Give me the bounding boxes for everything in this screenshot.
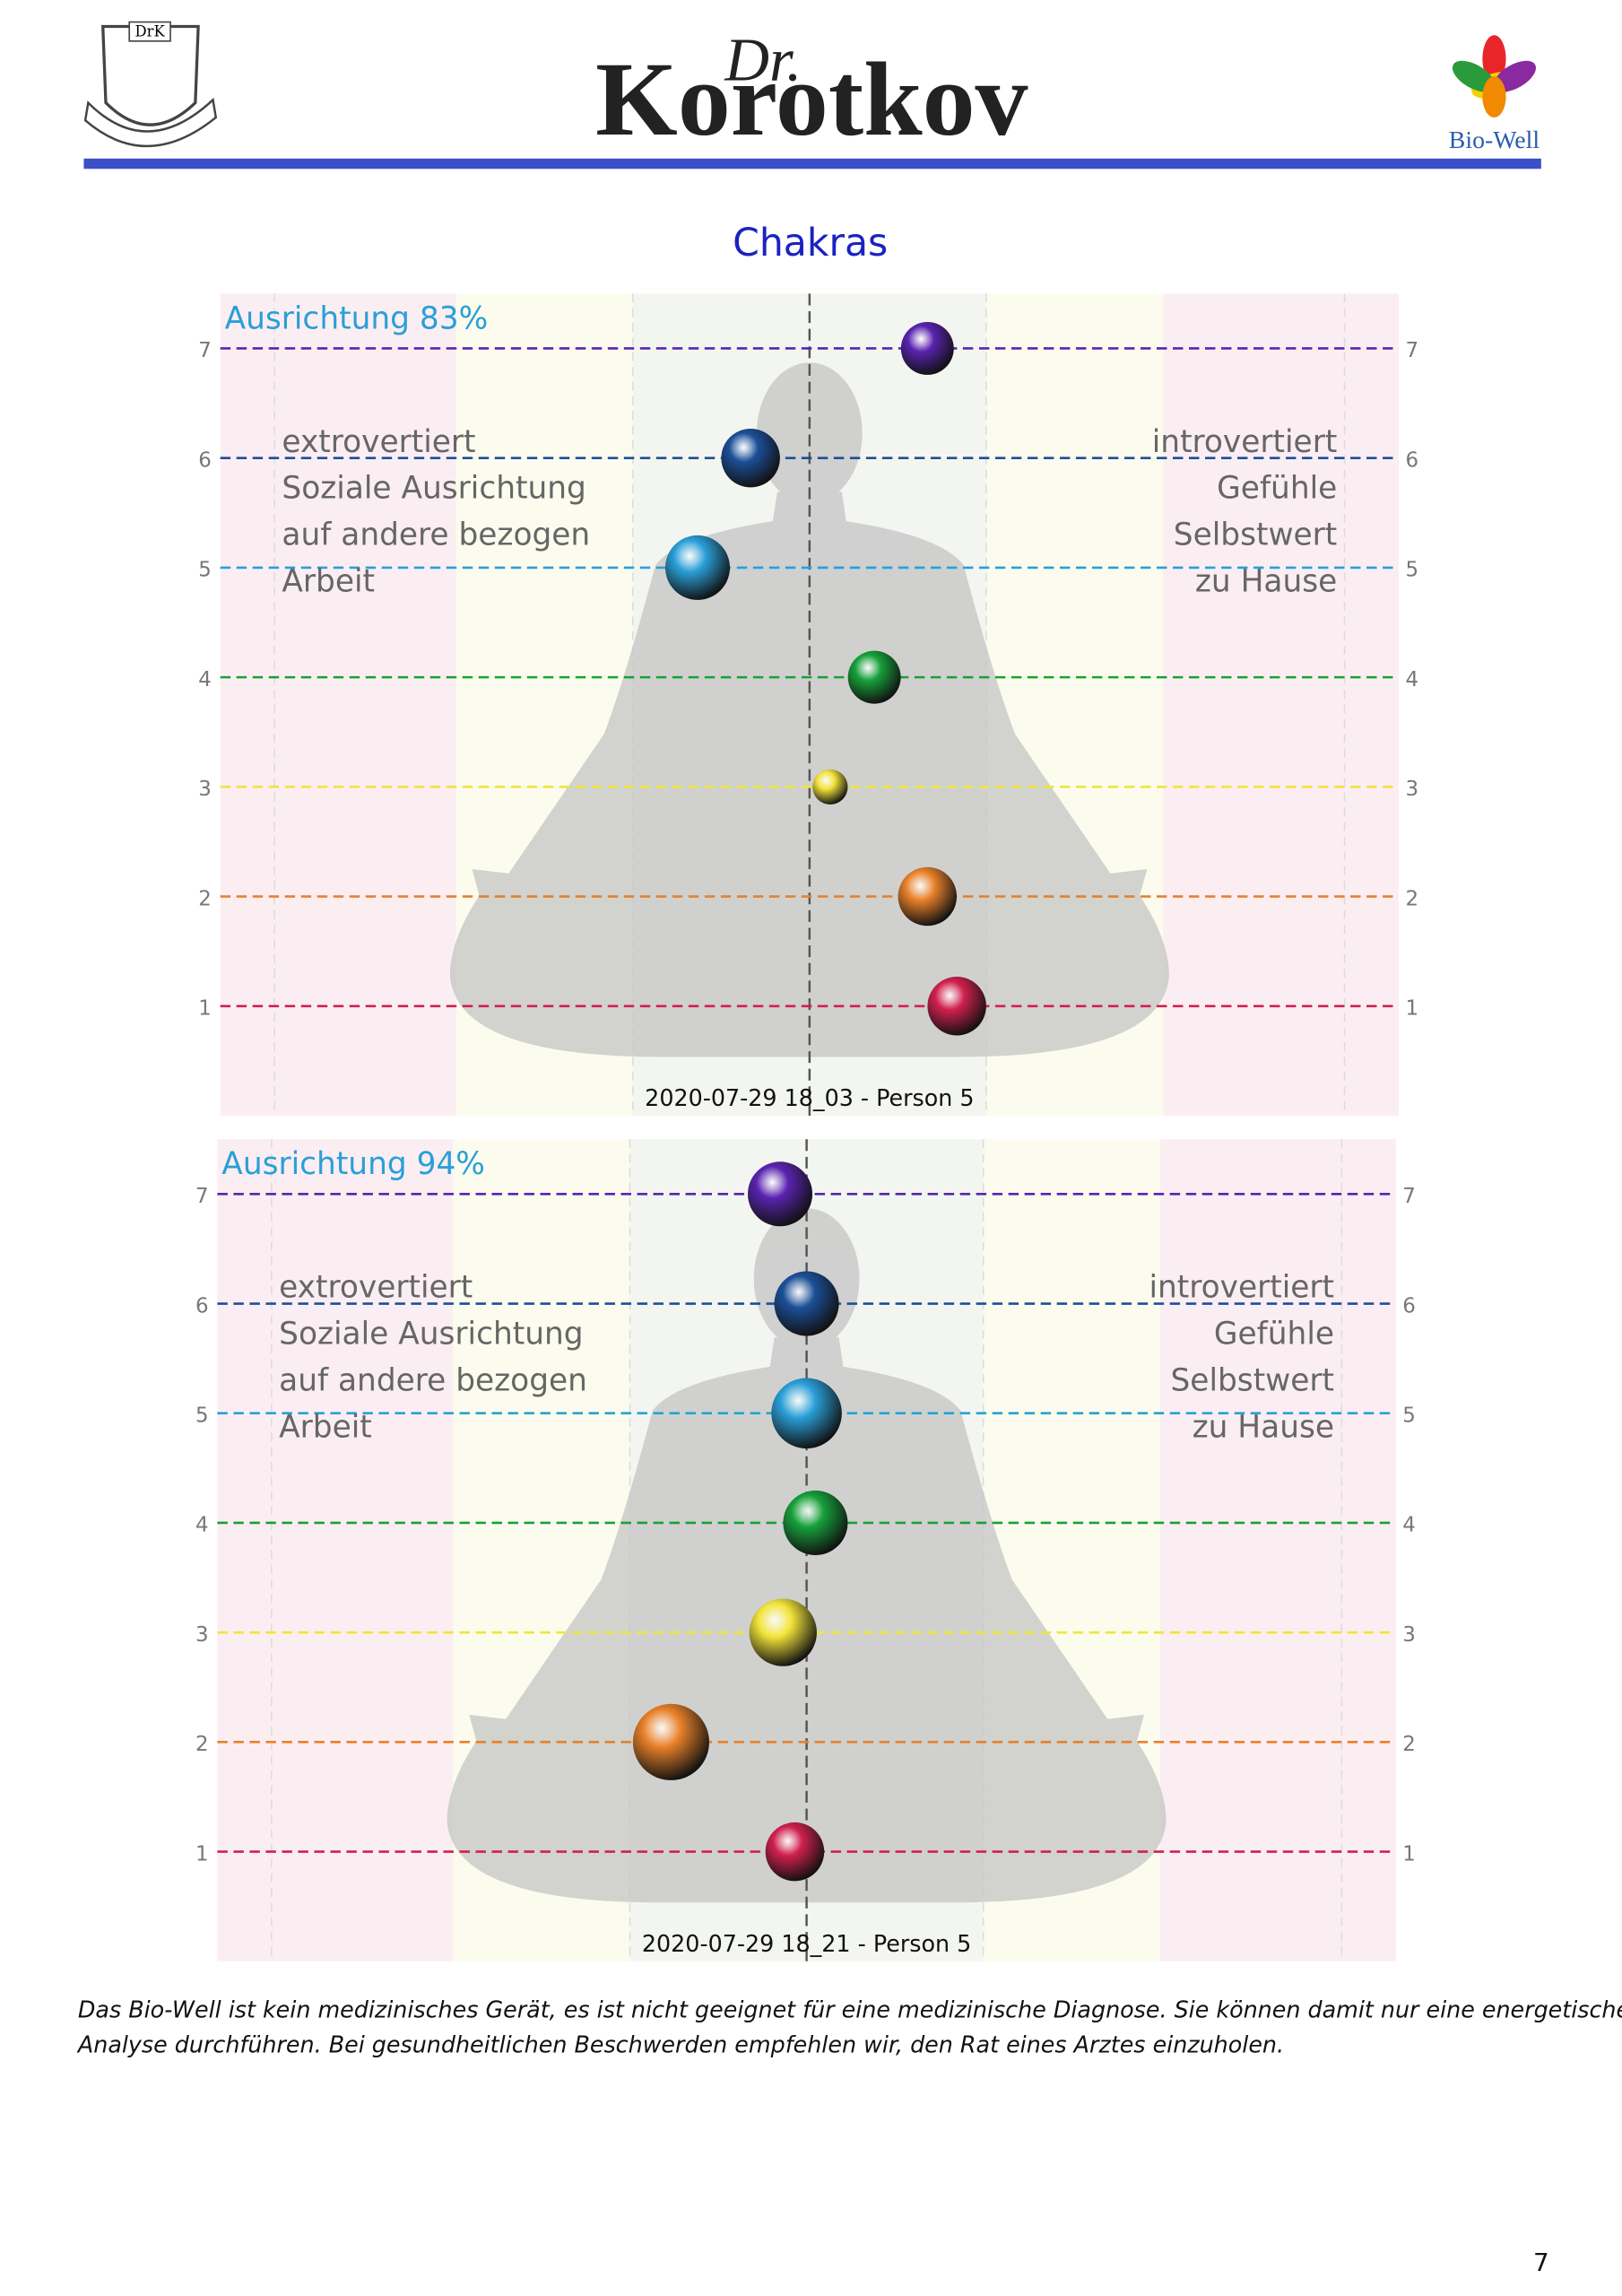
right-label: Selbstwert (1170, 1362, 1334, 1398)
y-tick-label: 3 (1405, 778, 1418, 801)
right-label: Selbstwert (1174, 517, 1338, 553)
chakra-ball (771, 1378, 842, 1449)
right-label: zu Hause (1193, 1409, 1334, 1445)
header-bar (83, 158, 1541, 170)
y-tick-label: 7 (198, 339, 212, 362)
chakra-ball (664, 535, 731, 600)
chakra-ball (748, 1161, 813, 1227)
zone (220, 293, 456, 1116)
y-tick-label: 1 (1405, 997, 1418, 1021)
chakra-ball (765, 1822, 825, 1882)
crest-ribbon (83, 97, 218, 148)
left-label: Soziale Ausrichtung (279, 1317, 583, 1352)
left-label: extrovertiert (282, 424, 475, 460)
y-tick-label: 4 (1405, 668, 1418, 691)
y-tick-label: 7 (1405, 339, 1418, 362)
chart-title: Ausrichtung 94% (221, 1146, 485, 1182)
bio-well-flower (1452, 35, 1536, 117)
caption: 2020-07-29 18_21 - Person 5 (642, 1930, 971, 1957)
y-tick-label: 7 (195, 1185, 209, 1208)
y-tick-label: 3 (1402, 1623, 1416, 1647)
chakra-ball (774, 1271, 839, 1336)
y-tick-label: 5 (198, 559, 212, 582)
chakra-ball (847, 650, 901, 704)
left-label: extrovertiert (279, 1270, 473, 1306)
y-tick-label: 2 (1405, 887, 1418, 910)
y-tick-label: 5 (1402, 1404, 1416, 1427)
y-tick-label: 1 (1402, 1842, 1416, 1866)
chart: 1 1 2 2 3 3 4 4 5 5 6 6 7 7 Ausrichtung 94% extrovertie… (195, 1139, 1416, 1961)
y-tick-label: 3 (198, 778, 212, 801)
header: DrK Dr. Korotkov Bio-Well (83, 21, 1541, 170)
logo-name: Korotkov (595, 41, 1028, 158)
chart-title: Ausrichtung 83% (225, 300, 489, 336)
silhouette-head (756, 362, 863, 504)
left-label: auf andere bezogen (282, 517, 590, 553)
y-tick-label: 6 (1402, 1294, 1416, 1318)
crest-label-box (128, 21, 171, 42)
right-label: introvertiert (1149, 1270, 1334, 1306)
zone (1163, 293, 1400, 1116)
disclaimer: Das Bio-Well ist kein medizinisches Gerä… (78, 1996, 1622, 2022)
y-tick-label: 6 (198, 448, 212, 472)
chakra-ball (812, 769, 848, 804)
y-tick-label: 1 (195, 1842, 209, 1866)
y-tick-label: 2 (195, 1733, 209, 1756)
y-tick-label: 4 (1402, 1514, 1416, 1537)
right-label: zu Hause (1195, 563, 1337, 599)
crest-label: DrK (135, 23, 166, 40)
left-label: auf andere bezogen (279, 1362, 587, 1398)
y-tick-label: 5 (1405, 559, 1418, 582)
y-tick-label: 5 (195, 1404, 209, 1427)
caption: 2020-07-29 18_03 - Person 5 (645, 1084, 974, 1111)
right-logo: Bio-Well (1449, 126, 1540, 154)
y-tick-label: 6 (1405, 448, 1418, 472)
page-number: 7 (1533, 2248, 1549, 2277)
y-tick-label: 6 (195, 1294, 209, 1318)
chakra-ball (900, 322, 954, 375)
left-label: Soziale Ausrichtung (282, 471, 585, 507)
y-tick-label: 4 (195, 1514, 209, 1537)
y-tick-label: 2 (198, 887, 212, 910)
y-tick-label: 4 (198, 668, 212, 691)
chakra-ball (721, 428, 780, 488)
chakra-ball (783, 1490, 848, 1555)
page-title: Chakras (733, 222, 888, 265)
chakra-ball (632, 1703, 709, 1780)
chakra-ball (749, 1598, 817, 1666)
y-tick-label: 3 (195, 1623, 209, 1647)
right-label: introvertiert (1152, 424, 1338, 460)
zone (1159, 1139, 1396, 1961)
left-label: Arbeit (282, 563, 375, 599)
logo-prefix: Dr. (724, 25, 802, 93)
y-tick-label: 1 (198, 997, 212, 1021)
zone (217, 1139, 454, 1961)
disclaimer: Analyse durchführen. Bei gesundheitliche… (76, 2031, 1284, 2058)
right-label: Gefühle (1214, 1317, 1334, 1352)
chakra-ball (898, 866, 958, 926)
chart: 1 1 2 2 3 3 4 4 5 5 6 6 7 7 Ausrichtung 83% extrovertie… (198, 293, 1418, 1116)
chakra-ball (927, 977, 986, 1036)
crest (101, 24, 200, 126)
y-tick-label: 2 (1402, 1733, 1416, 1756)
y-tick-label: 7 (1402, 1185, 1416, 1208)
left-label: Arbeit (279, 1409, 372, 1445)
right-label: Gefühle (1217, 471, 1337, 507)
